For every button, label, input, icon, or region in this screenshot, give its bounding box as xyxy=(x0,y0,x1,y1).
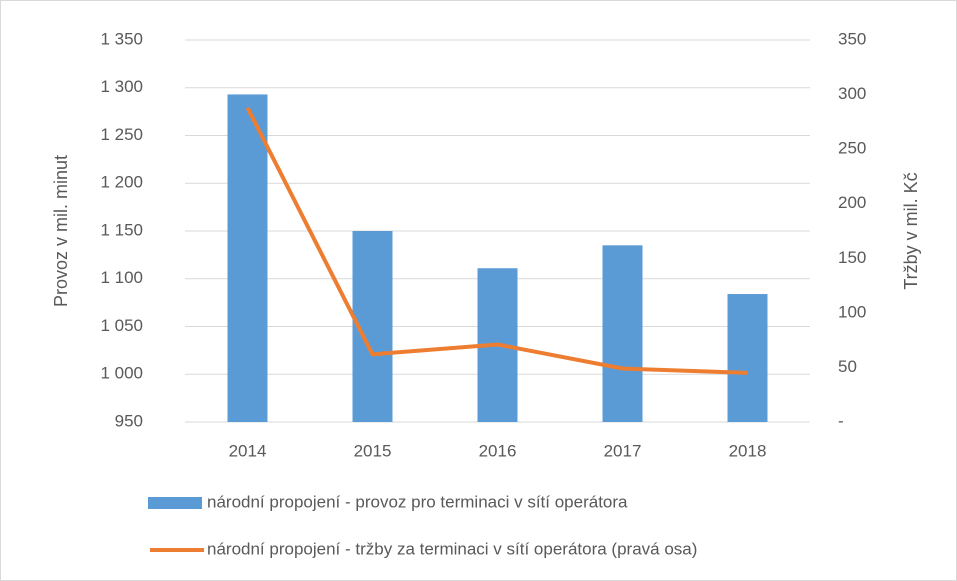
y2-tick-label: 100 xyxy=(838,302,866,321)
line xyxy=(245,106,748,375)
y2-tick-label: 350 xyxy=(838,29,866,48)
y2-axis-title: Tržby v mil. Kč xyxy=(901,172,921,289)
bar xyxy=(727,294,768,422)
y-tick-label: 1 000 xyxy=(100,364,143,383)
legend-swatch xyxy=(148,497,202,509)
bar xyxy=(227,94,268,422)
y2-tick-label: - xyxy=(838,411,844,430)
bar xyxy=(602,245,643,422)
y-tick-label: 1 100 xyxy=(100,268,143,287)
legend-label: národní propojení - provoz pro terminaci… xyxy=(207,492,628,511)
y-tick-label: 950 xyxy=(115,411,143,430)
y-tick-label: 1 250 xyxy=(100,125,143,144)
y-tick-label: 1 350 xyxy=(100,29,143,48)
y-axis-title: Provoz v mil. minut xyxy=(51,155,71,307)
x-tick-label: 2014 xyxy=(229,441,267,460)
x-tick-label: 2017 xyxy=(604,441,642,460)
y-tick-label: 1 300 xyxy=(100,77,143,96)
x-tick-label: 2015 xyxy=(354,441,392,460)
y2-tick-label: 200 xyxy=(838,193,866,212)
y2-tick-label: 300 xyxy=(838,84,866,103)
y2-tick-label: 250 xyxy=(838,139,866,158)
x-tick-label: 2016 xyxy=(479,441,517,460)
y-tick-label: 1 150 xyxy=(100,220,143,239)
x-tick-label: 2018 xyxy=(729,441,767,460)
y-tick-label: 1 050 xyxy=(100,316,143,335)
legend-label: národní propojení - tržby za terminaci v… xyxy=(207,539,697,558)
y2-tick-label: 150 xyxy=(838,248,866,267)
y2-tick-label: 50 xyxy=(838,357,857,376)
y-tick-label: 1 200 xyxy=(100,173,143,192)
